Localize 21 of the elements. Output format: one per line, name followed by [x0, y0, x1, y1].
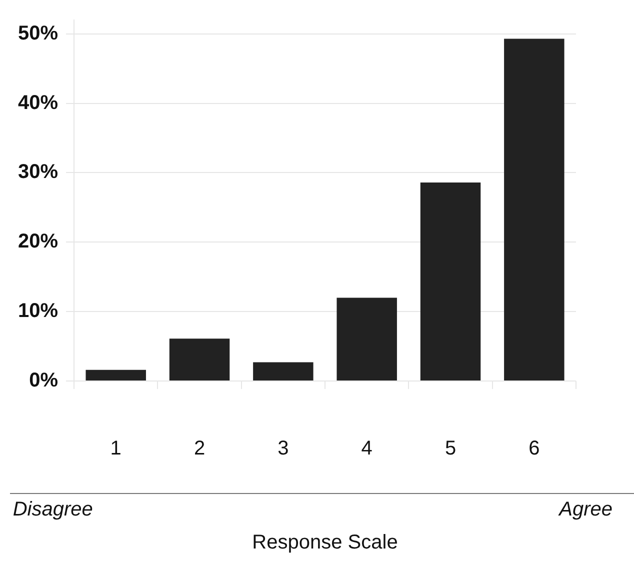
bar	[169, 338, 230, 380]
y-tick-label: 30%	[18, 161, 58, 184]
y-tick-label: 40%	[18, 92, 58, 114]
x-tick-label: 1	[110, 438, 122, 460]
text: Disagree	[12, 498, 93, 521]
bar	[504, 38, 564, 380]
bar	[420, 182, 481, 380]
bar	[336, 298, 397, 380]
x-tick-label: 5	[444, 438, 456, 460]
bar	[86, 370, 146, 380]
x-tick-label: 2	[194, 438, 206, 460]
y-tick-label: 20%	[18, 230, 58, 253]
y-tick-label: 10%	[18, 300, 58, 322]
x-axis-title: Response Scale	[252, 532, 398, 554]
x-tick-label: 3	[278, 438, 289, 460]
y-tick-label: 50%	[18, 22, 58, 44]
text: Agree	[558, 498, 613, 521]
x-tick-label: 4	[361, 438, 372, 460]
x-tick-label: 6	[528, 438, 540, 460]
bar	[253, 362, 314, 380]
y-tick-label: 0%	[29, 370, 58, 392]
